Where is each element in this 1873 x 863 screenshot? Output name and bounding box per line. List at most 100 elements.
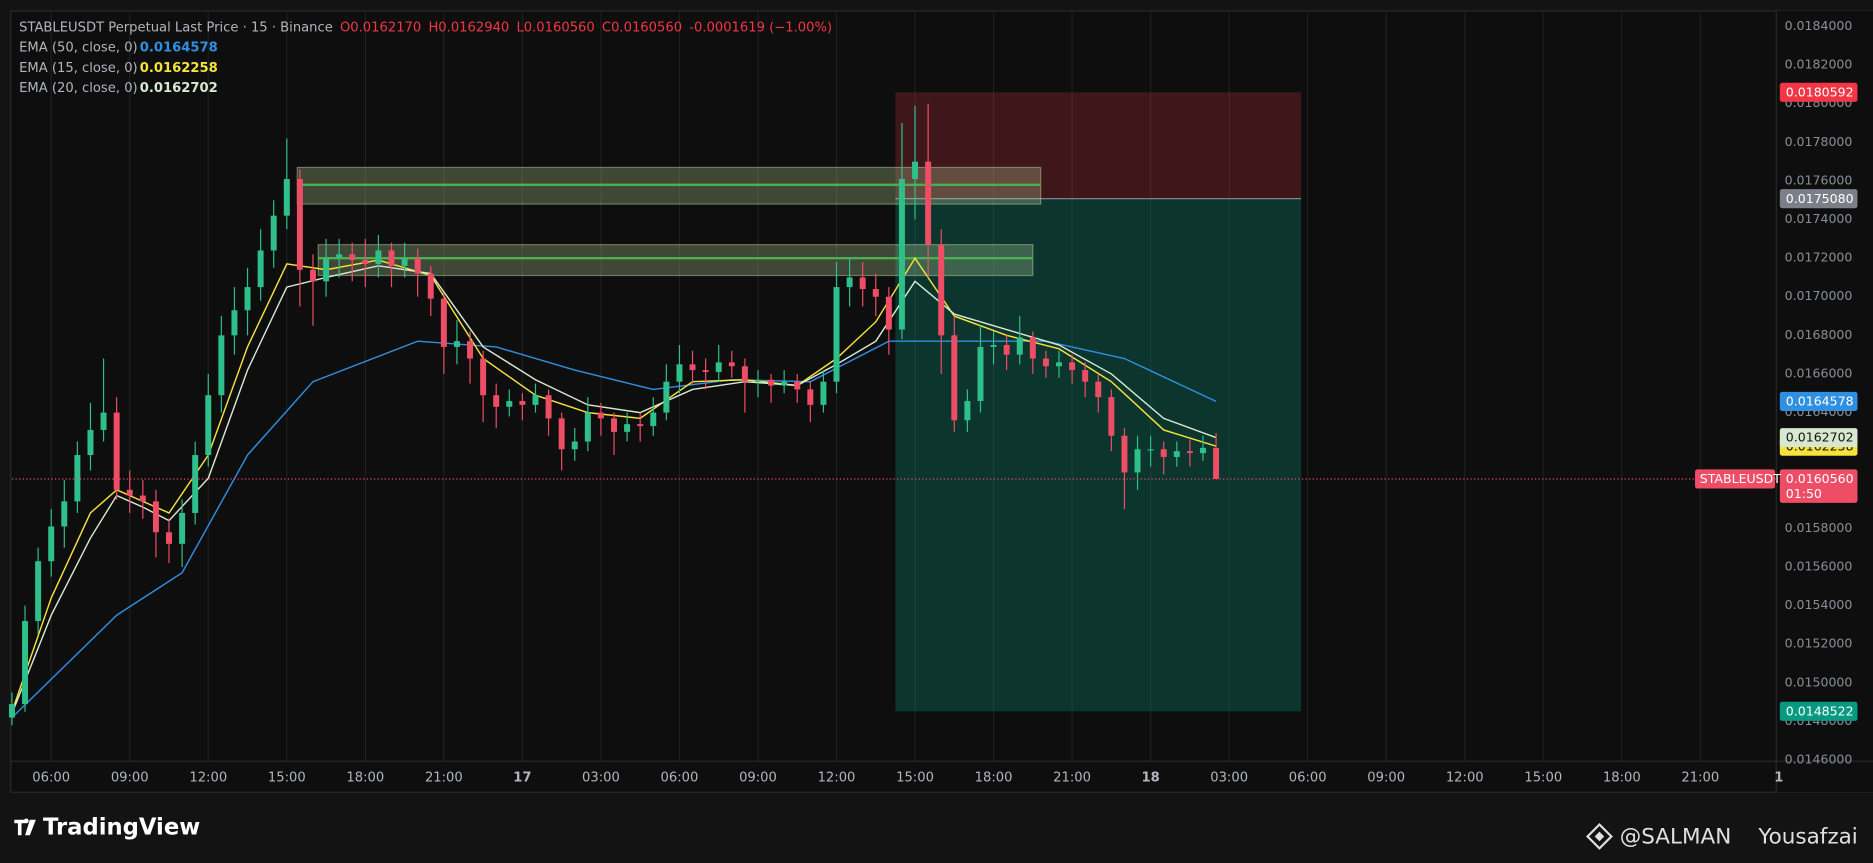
author-icon	[1585, 822, 1613, 850]
candle-body	[964, 400, 971, 421]
zone	[317, 244, 1034, 277]
y-tick-label: 0.0184000	[1785, 18, 1853, 33]
candle-body	[22, 621, 29, 705]
candle-body	[8, 704, 15, 718]
candle-body	[296, 179, 303, 270]
candle-body	[113, 412, 120, 490]
candle-body	[951, 335, 958, 421]
candle-body	[741, 366, 748, 382]
candle-body	[61, 501, 68, 527]
candle-body	[715, 362, 722, 373]
author-name: Yousafzai	[1757, 825, 1857, 850]
legend-name: EMA (15, close, 0)	[19, 61, 138, 76]
candle-body	[1121, 435, 1128, 473]
x-tick-label: 1	[1774, 770, 1783, 785]
y-tick-label: 0.0150000	[1785, 674, 1853, 689]
candle-body	[1056, 362, 1062, 367]
candle-body	[624, 424, 631, 432]
candle-body	[192, 455, 199, 513]
x-tick-label: 09:00	[1367, 770, 1405, 785]
candle-body	[781, 381, 788, 386]
candle-body	[1003, 345, 1010, 355]
ema-badge-bg	[1779, 391, 1858, 411]
candle-body	[637, 424, 644, 427]
ema-badge: 0.0164578	[1786, 394, 1854, 409]
candle-body	[1147, 449, 1154, 451]
candle-body	[506, 400, 513, 407]
candle-body	[480, 358, 487, 396]
legend: STABLEUSDT Perpetual Last Price · 15 · B…	[19, 20, 832, 96]
candle-body	[1069, 362, 1076, 371]
legend-name: EMA (20, close, 0)	[19, 81, 138, 96]
candle-body	[427, 273, 434, 299]
candle-body	[1082, 370, 1089, 382]
x-tick-label: 21:00	[1053, 770, 1091, 785]
candle-body	[663, 381, 670, 413]
candle-body	[205, 395, 212, 456]
entry-badge-bg	[1779, 189, 1858, 209]
candle-body	[794, 381, 801, 390]
candle-body	[414, 258, 421, 274]
candle-body	[309, 269, 316, 282]
target-zone	[895, 198, 1302, 712]
candle-body	[938, 244, 945, 336]
candle-body	[440, 298, 447, 347]
candle-body	[375, 250, 382, 264]
candles	[8, 103, 1777, 726]
x-tick-label: 09:00	[739, 770, 777, 785]
x-tick-label: 18:00	[346, 770, 384, 785]
candle-body	[597, 412, 604, 419]
candle-body	[571, 441, 578, 450]
candle-body	[898, 179, 905, 330]
target-badge: 0.0148522	[1786, 703, 1854, 718]
brand: TradingView	[43, 815, 200, 841]
x-tick-label: 12:00	[818, 770, 856, 785]
candle-body	[1108, 397, 1115, 436]
candle-body	[925, 161, 932, 245]
candle-body	[179, 512, 186, 544]
x-tick-label: 15:00	[1524, 770, 1562, 785]
candle-body	[728, 362, 735, 367]
y-tick-label: 0.0172000	[1785, 250, 1853, 265]
candle-body	[1186, 451, 1193, 454]
legend-name: EMA (50, close, 0)	[19, 41, 138, 56]
candle-body	[676, 364, 683, 382]
candle-body	[990, 345, 997, 347]
candle-body	[362, 260, 369, 264]
y-tick-label: 0.0146000	[1785, 752, 1853, 767]
x-tick-label: 03:00	[582, 770, 620, 785]
x-tick-label: 06:00	[661, 770, 699, 785]
candle-body	[872, 289, 879, 297]
candle-body	[323, 258, 330, 282]
drawings	[296, 92, 1302, 712]
candle-body	[545, 395, 552, 419]
candle-body	[270, 215, 277, 251]
symbol-badge: STABLEUSDT	[1700, 471, 1781, 486]
candle-body	[532, 395, 539, 405]
x-tick-label: 03:00	[1210, 770, 1248, 785]
ohlc-close: C0.0160560	[602, 20, 682, 35]
stop-badge: 0.0180592	[1786, 84, 1854, 99]
footer: TradingView @SALMAN Yousafzai	[14, 815, 1858, 850]
last-price-badge: 0.0160560	[1786, 471, 1854, 486]
candle-body	[912, 161, 919, 180]
ema-badge: 0.0162702	[1786, 430, 1854, 445]
y-tick-label: 0.0156000	[1785, 558, 1853, 573]
candle-body	[1016, 337, 1023, 355]
x-tick-label: 15:00	[268, 770, 306, 785]
stop-badge-bg	[1779, 82, 1858, 102]
last-price-badge-bg	[1779, 469, 1858, 503]
candle-body	[519, 400, 526, 405]
y-tick-label: 0.0182000	[1785, 57, 1853, 72]
x-tick-label: 18:00	[975, 770, 1013, 785]
candle-body	[1029, 337, 1036, 359]
candle-body	[493, 395, 500, 407]
symbol-badge-bg	[1695, 469, 1776, 489]
candle-body	[859, 277, 866, 290]
candle-body	[1199, 447, 1206, 454]
x-tick-label: 06:00	[1289, 770, 1327, 785]
entry-badge: 0.0175080	[1786, 191, 1854, 206]
candle-body	[349, 254, 356, 261]
